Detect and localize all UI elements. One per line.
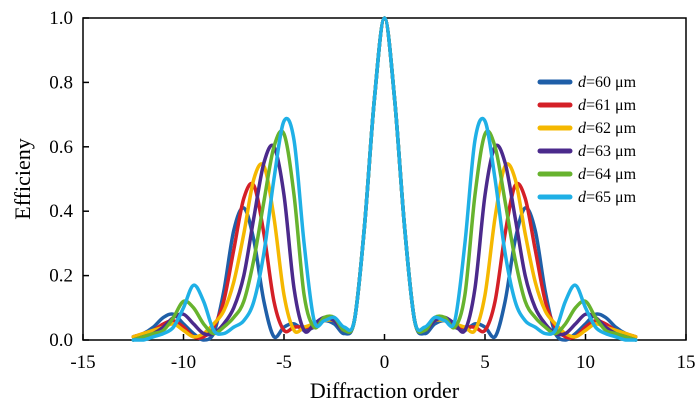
y-tick-label: 0.0 <box>49 330 73 351</box>
x-tick-label: 10 <box>576 352 595 373</box>
series-curves <box>131 16 638 342</box>
series-line-1 <box>131 16 638 342</box>
series-line-4 <box>131 16 638 342</box>
legend: d=60 μm d=61 μm d=62 μm d=63 μm d=64 μm d=65 … <box>537 74 637 206</box>
legend-label: d=61 μm <box>578 97 637 114</box>
x-tick-label: 0 <box>380 352 390 373</box>
legend-label: d=62 μm <box>578 120 637 137</box>
y-tick-label: 0.4 <box>49 201 73 222</box>
series-line-6 <box>131 16 638 342</box>
y-tick-label: 0.8 <box>49 72 73 93</box>
x-tick-label: -15 <box>70 352 95 373</box>
legend-label: d=60 μm <box>578 74 637 91</box>
x-axis-title: Diffraction order <box>310 378 460 403</box>
axis-ticks <box>82 17 687 341</box>
series-line-5 <box>131 16 638 342</box>
y-tick-label: 1.0 <box>49 8 73 29</box>
x-tick-label: 5 <box>480 352 490 373</box>
y-tick-label: 0.6 <box>49 137 73 158</box>
y-axis-title: Efficieny <box>10 138 35 219</box>
x-tick-label: 15 <box>677 352 696 373</box>
legend-label: d=64 μm <box>578 166 637 183</box>
tick-labels: -15 -10 -5 0 5 10 15 0.0 0.2 0.4 0.6 0.8 1.0 <box>49 8 695 373</box>
x-tick-label: -10 <box>171 352 196 373</box>
legend-label: d=63 μm <box>578 143 637 160</box>
series-line-2 <box>131 16 638 340</box>
legend-label: d=65 μm <box>578 189 637 206</box>
y-tick-label: 0.2 <box>49 266 73 287</box>
series-line-3 <box>131 16 638 339</box>
x-tick-label: -5 <box>276 352 292 373</box>
